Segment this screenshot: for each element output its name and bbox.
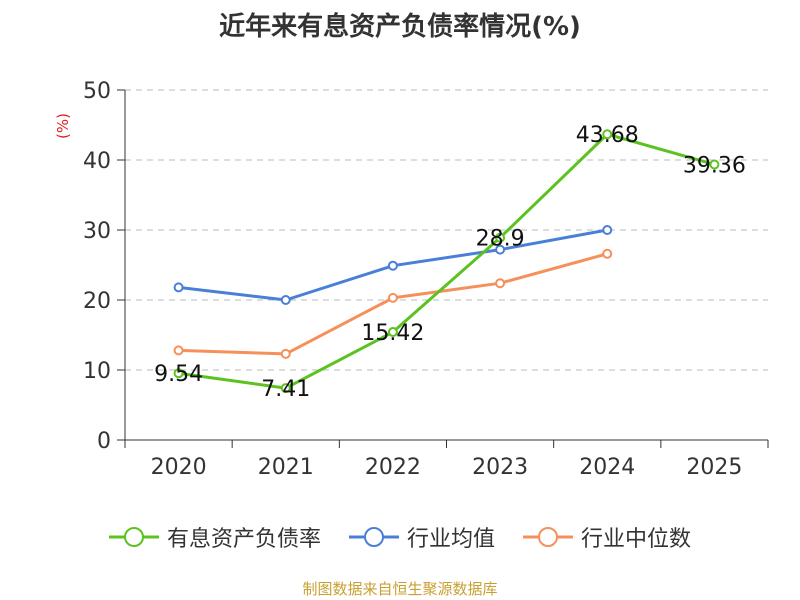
legend-swatch: [523, 527, 573, 547]
x-tick-label: 2025: [686, 455, 742, 480]
legend-item-1[interactable]: 行业均值: [348, 521, 495, 553]
data-point: [173, 282, 184, 293]
y-tick-label: 50: [83, 79, 111, 104]
series-line-0: [178, 132, 715, 390]
data-point: [280, 348, 291, 359]
data-point: [495, 232, 506, 243]
legend-item-2[interactable]: 行业中位数: [523, 521, 691, 553]
data-point: [280, 295, 291, 305]
data-label: 28.9: [476, 227, 525, 252]
data-point: [495, 278, 506, 289]
data-label: 9.54: [154, 362, 203, 387]
y-tick-label: 40: [83, 149, 111, 174]
data-point: [602, 225, 613, 235]
data-label: 43.68: [576, 123, 639, 148]
legend-label: 行业中位数: [581, 527, 692, 552]
x-tick-label: 2023: [472, 455, 528, 480]
legend: 有息资产负债率 行业均值 行业中位数: [0, 520, 800, 554]
y-tick-label: 0: [97, 429, 111, 454]
data-point: [495, 244, 506, 255]
chart-title: 近年来有息资产负债率情况(%): [219, 12, 581, 42]
data-point: [173, 345, 184, 356]
data-label: 15.42: [361, 321, 424, 346]
data-point: [387, 260, 398, 271]
y-tick-label: 10: [83, 359, 111, 384]
legend-swatch: [348, 527, 399, 547]
data-label: 7.41: [261, 377, 310, 402]
data-point: [602, 248, 613, 259]
series-layer: [173, 129, 720, 394]
data-point: [709, 159, 720, 170]
x-tick-label: 2024: [579, 455, 635, 480]
legend-item-0[interactable]: 有息资产负债率: [108, 521, 321, 553]
x-tick-label: 2021: [258, 455, 314, 480]
data-point: [602, 129, 613, 140]
y-tick-label: 20: [83, 289, 111, 314]
data-point: [280, 383, 291, 394]
grid-lines: [125, 89, 768, 371]
x-tick-label: 2020: [151, 455, 207, 480]
data-label: 39.36: [683, 153, 746, 178]
y-tick-label: 30: [83, 219, 111, 244]
data-point: [173, 368, 184, 379]
axes: 0 10 20 30 40 50 2020 2021 2022 2023 2024 2025: [83, 79, 769, 480]
y-axis-label: (%): [54, 113, 72, 139]
source-note: 制图数据来自恒生聚源数据库: [302, 580, 498, 598]
data-point: [387, 327, 398, 338]
legend-swatch: [108, 527, 159, 547]
data-point: [387, 292, 398, 303]
data-labels: 9.54 7.41 15.42 28.9 43.68 39.36: [154, 123, 746, 402]
x-tick-label: 2022: [365, 455, 421, 480]
legend-label: 行业均值: [406, 527, 495, 552]
legend-label: 有息资产负债率: [166, 527, 321, 552]
